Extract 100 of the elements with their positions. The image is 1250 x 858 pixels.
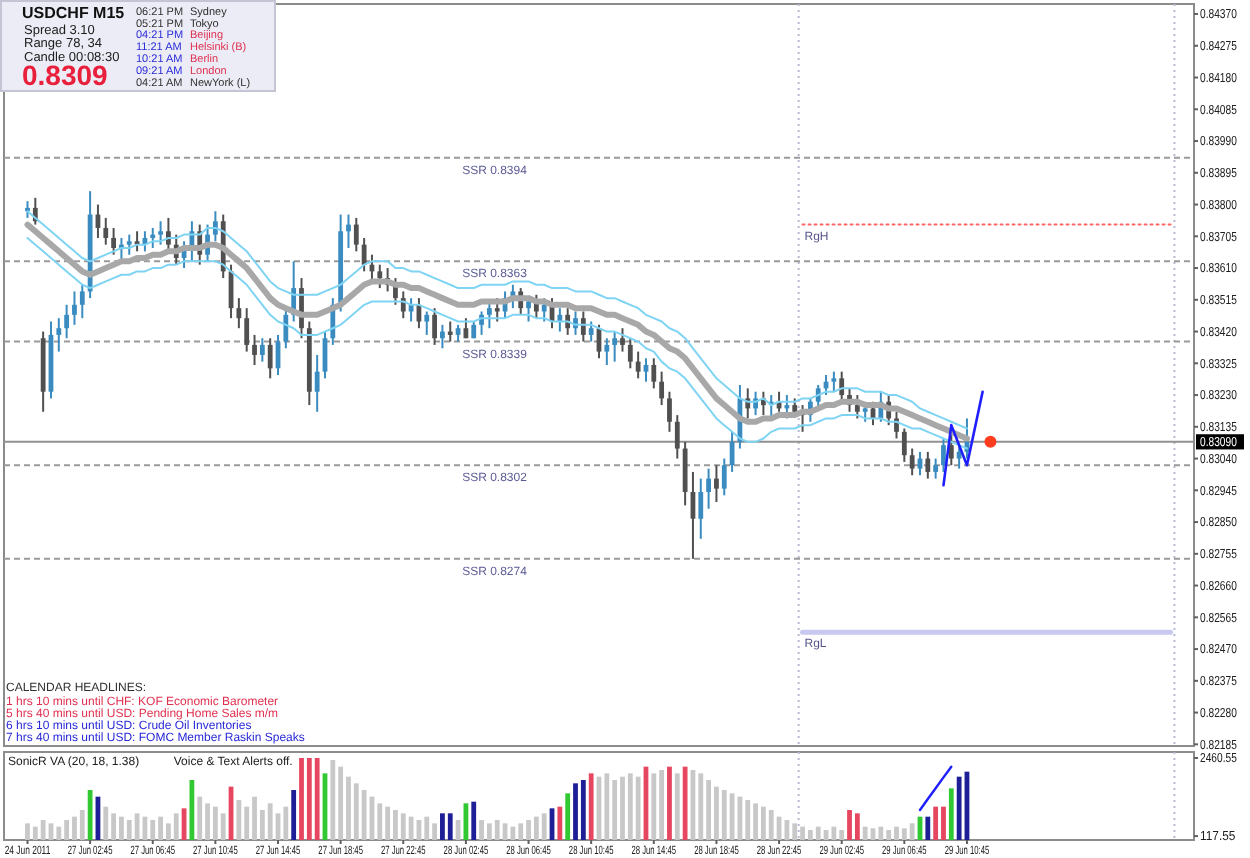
bar xyxy=(252,796,257,840)
bar xyxy=(408,816,414,840)
bar xyxy=(933,806,939,840)
bar xyxy=(314,758,320,840)
candlestick xyxy=(236,297,242,330)
bar xyxy=(236,800,242,840)
candlestick xyxy=(244,307,250,353)
bar xyxy=(158,816,163,840)
bar xyxy=(494,820,500,840)
bar xyxy=(299,758,304,840)
bar xyxy=(400,813,406,840)
bar xyxy=(197,796,203,840)
candlestick xyxy=(283,307,289,350)
bar xyxy=(800,826,805,840)
bar xyxy=(291,790,297,840)
candlestick xyxy=(72,290,77,326)
bar xyxy=(925,816,931,840)
bar xyxy=(604,773,610,840)
candlestick xyxy=(103,216,109,246)
bar xyxy=(173,813,179,840)
candlestick xyxy=(126,233,132,256)
bar xyxy=(432,823,437,840)
candlestick xyxy=(620,327,625,353)
bar xyxy=(212,806,218,840)
bar xyxy=(565,793,571,840)
bar xyxy=(111,813,117,840)
candlestick xyxy=(674,414,680,460)
bar xyxy=(698,773,704,840)
bar xyxy=(753,803,758,840)
bar xyxy=(815,826,821,840)
bar xyxy=(886,830,892,840)
candlestick xyxy=(56,317,62,353)
bar xyxy=(721,790,727,840)
candlestick xyxy=(212,210,218,243)
candlestick xyxy=(150,226,156,249)
bar xyxy=(471,801,477,840)
bar xyxy=(330,760,336,840)
bar xyxy=(714,786,719,840)
candlestick xyxy=(721,457,727,497)
bar xyxy=(72,816,77,840)
bar xyxy=(573,783,578,840)
candlestick xyxy=(346,213,351,249)
candlestick xyxy=(440,323,445,350)
candlestick xyxy=(314,353,320,413)
bar xyxy=(440,813,445,840)
bar xyxy=(807,830,813,840)
bar xyxy=(557,806,563,840)
bar xyxy=(150,820,156,840)
candlestick xyxy=(432,307,437,346)
bar xyxy=(761,806,766,840)
candlestick xyxy=(909,447,915,477)
candlestick xyxy=(651,357,657,390)
bar xyxy=(64,820,70,840)
bar xyxy=(901,828,907,840)
candlestick xyxy=(956,444,962,470)
candlestick xyxy=(580,310,586,343)
bar xyxy=(580,780,586,840)
candlestick xyxy=(698,477,704,540)
candlestick xyxy=(486,300,492,330)
candlestick xyxy=(588,320,594,343)
candlestick xyxy=(839,370,845,403)
bar xyxy=(706,780,712,840)
candlestick xyxy=(627,337,633,370)
candlestick xyxy=(447,320,453,343)
bar xyxy=(667,766,672,840)
bar xyxy=(854,813,860,840)
bar xyxy=(361,790,367,840)
bar xyxy=(79,810,85,840)
bar xyxy=(588,773,594,840)
bar xyxy=(533,816,539,840)
candlestick xyxy=(925,450,931,480)
bar xyxy=(479,820,484,840)
candlestick xyxy=(667,390,672,433)
candlestick xyxy=(557,307,563,333)
candlestick xyxy=(158,220,163,246)
bar xyxy=(831,826,837,840)
candlestick xyxy=(901,427,907,463)
bar xyxy=(635,776,641,840)
bar xyxy=(385,806,391,840)
candlestick xyxy=(941,437,946,473)
bar xyxy=(377,803,383,840)
bar xyxy=(353,783,359,840)
bar xyxy=(745,800,751,840)
bar xyxy=(220,813,226,840)
bar xyxy=(956,776,962,840)
line-series xyxy=(918,765,953,812)
candlestick xyxy=(424,310,430,336)
line-series xyxy=(942,390,984,487)
bar xyxy=(627,773,633,840)
candlestick xyxy=(831,370,837,393)
bar xyxy=(32,826,38,840)
candlestick xyxy=(933,457,939,480)
bar xyxy=(674,773,680,840)
bar xyxy=(283,806,289,840)
bar xyxy=(847,810,852,840)
bar xyxy=(87,790,93,840)
candlestick xyxy=(659,370,665,407)
annotation: 0.8309 xyxy=(22,59,109,91)
bar xyxy=(119,816,124,840)
bar xyxy=(56,826,62,840)
